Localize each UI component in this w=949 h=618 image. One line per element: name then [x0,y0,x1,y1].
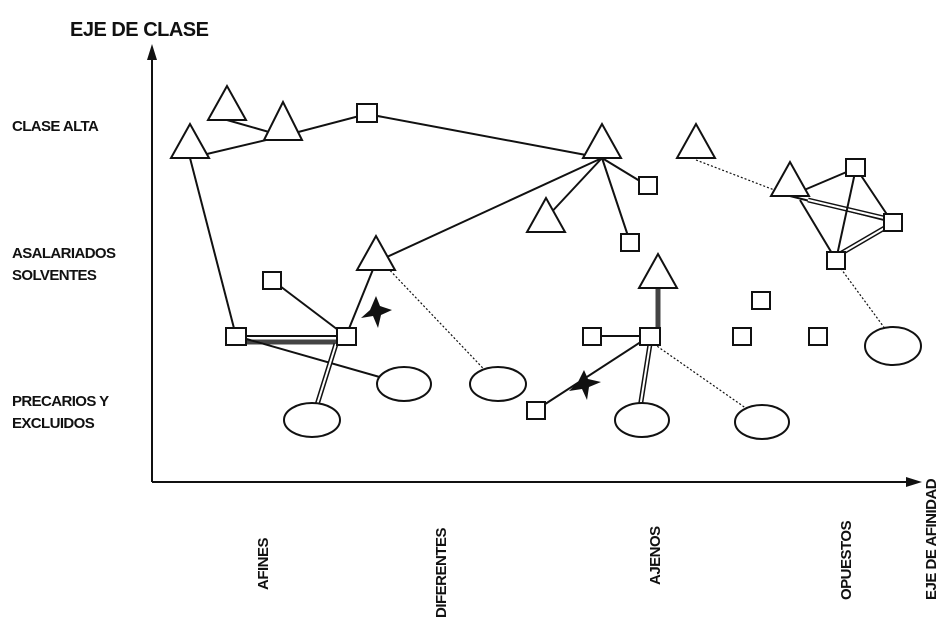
triangle-node [169,121,211,159]
y-axis-arrowhead [147,44,157,60]
axes [147,44,922,487]
link [271,279,347,337]
link [345,261,377,337]
x-label-afines: AFINES [255,538,272,591]
square-node [732,327,752,346]
star-marker [569,370,601,400]
square-node [883,213,903,232]
triangle-node [637,251,679,289]
square-node [639,327,661,346]
square-node [826,251,846,270]
ellipse-node [283,402,341,438]
link [366,113,603,159]
ellipse-node [376,366,432,402]
weak-link [653,343,761,419]
square-node [845,158,866,177]
y-axis-title: EJE DE CLASE [70,19,209,41]
link [545,157,603,219]
link [375,157,603,263]
y-label-clase-alta: CLASE ALTA [12,118,99,135]
link [235,335,405,385]
link [835,167,857,261]
squares [225,103,903,420]
triangle-node [525,195,567,233]
x-label-diferentes: DIFERENTES [433,527,450,618]
square-node [808,327,828,346]
triangle-node [769,159,811,197]
square-node [225,327,247,346]
y-label-excluidos: EXCLUIDOS [12,415,95,432]
square-node [638,176,658,195]
triangles [169,83,811,289]
triangle-node [206,83,248,121]
ellipse-node [614,402,670,438]
connections [189,113,893,419]
square-node [751,291,771,310]
triangle-node [262,99,304,141]
triangle-node [355,233,397,271]
x-axis-arrowhead [906,477,922,487]
weak-link [381,261,499,385]
link [535,335,651,411]
weak-link [835,261,887,331]
ellipse-node [864,326,922,366]
square-node [356,103,378,123]
triangle-node [581,121,623,159]
square-node [582,327,602,346]
triangle-node [675,121,717,159]
x-label-opuestos: OPUESTOS [838,520,855,600]
square-node [262,271,282,290]
y-label-precarios: PRECARIOS Y [12,393,109,410]
link [189,157,237,337]
square-node [620,233,640,252]
ellipse-node [734,404,790,440]
x-label-ajenos: AJENOS [647,526,664,585]
link [601,157,631,243]
square-node [526,401,546,420]
star-marker [361,296,392,328]
x-axis-title: EJE DE AFINIDAD [923,478,940,600]
stars [361,296,601,400]
y-label-asalariados: ASALARIADOS [12,245,116,262]
square-node [336,327,357,346]
y-label-solventes: SOLVENTES [12,267,97,284]
link [799,199,837,261]
weak-link [695,159,791,197]
ellipses [283,326,922,440]
ellipse-node [469,366,527,402]
